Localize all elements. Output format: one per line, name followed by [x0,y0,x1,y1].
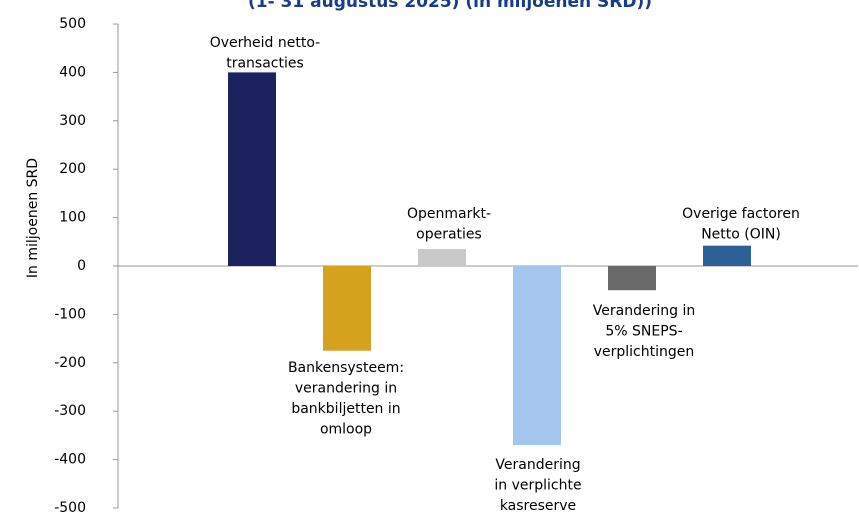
y-tick-label: -200 [54,355,86,371]
y-tick-label: -500 [54,500,86,514]
bar [418,249,466,266]
category-label-line: operaties [416,227,482,243]
category-label-line: transacties [226,56,304,72]
category-label-line: in verplichte [494,478,581,494]
category-label-line: Verandering in [593,303,695,319]
y-tick-label: -300 [54,403,86,419]
y-tick-label: 200 [59,161,86,177]
y-tick-label: -400 [54,452,86,468]
category-label-line: verplichtingen [594,344,695,360]
category-label: Bankensysteem: verandering in bankbiljette… [288,360,404,438]
y-tick-label: 500 [59,16,86,32]
y-tick-label: 0 [77,258,86,274]
category-label: Verandering in 5% SNEPS-verplichtingen [593,303,695,360]
category-label-line: Openmarkt- [407,206,491,222]
y-tick-label: 100 [59,210,86,226]
category-label-line: omloop [320,422,372,438]
bar [323,266,371,351]
category-label-line: Netto (OIN) [701,227,781,243]
chart-title: (1- 31 augustus 2025) (in miljoenen SRD)… [248,0,652,12]
y-tick-label: 300 [59,113,86,129]
bar [513,266,561,446]
bar [608,266,656,291]
y-axis-label: In miljoenen SRD [25,158,41,278]
category-label-line: 5% SNEPS- [605,324,682,340]
category-label: Openmarkt-operaties [407,206,491,243]
category-label-line: bankbiljetten in [291,401,400,417]
bar [703,245,751,266]
category-label-line: kasreserve [500,498,576,514]
category-label: Verandering in verplichte kasreserve [494,457,581,514]
y-tick-label: 400 [59,64,86,80]
category-label-line: Bankensysteem: [288,360,404,376]
category-label-line: Verandering [495,457,580,473]
bar [228,72,276,267]
y-tick-label: -100 [54,306,86,322]
category-label: Overige factoren Netto (OIN) [682,206,800,243]
category-label-line: Overige factoren [682,206,800,222]
category-label-line: verandering in [295,381,397,397]
category-label: Overheid netto-transacties [210,35,320,72]
category-label-line: Overheid netto- [210,35,320,51]
